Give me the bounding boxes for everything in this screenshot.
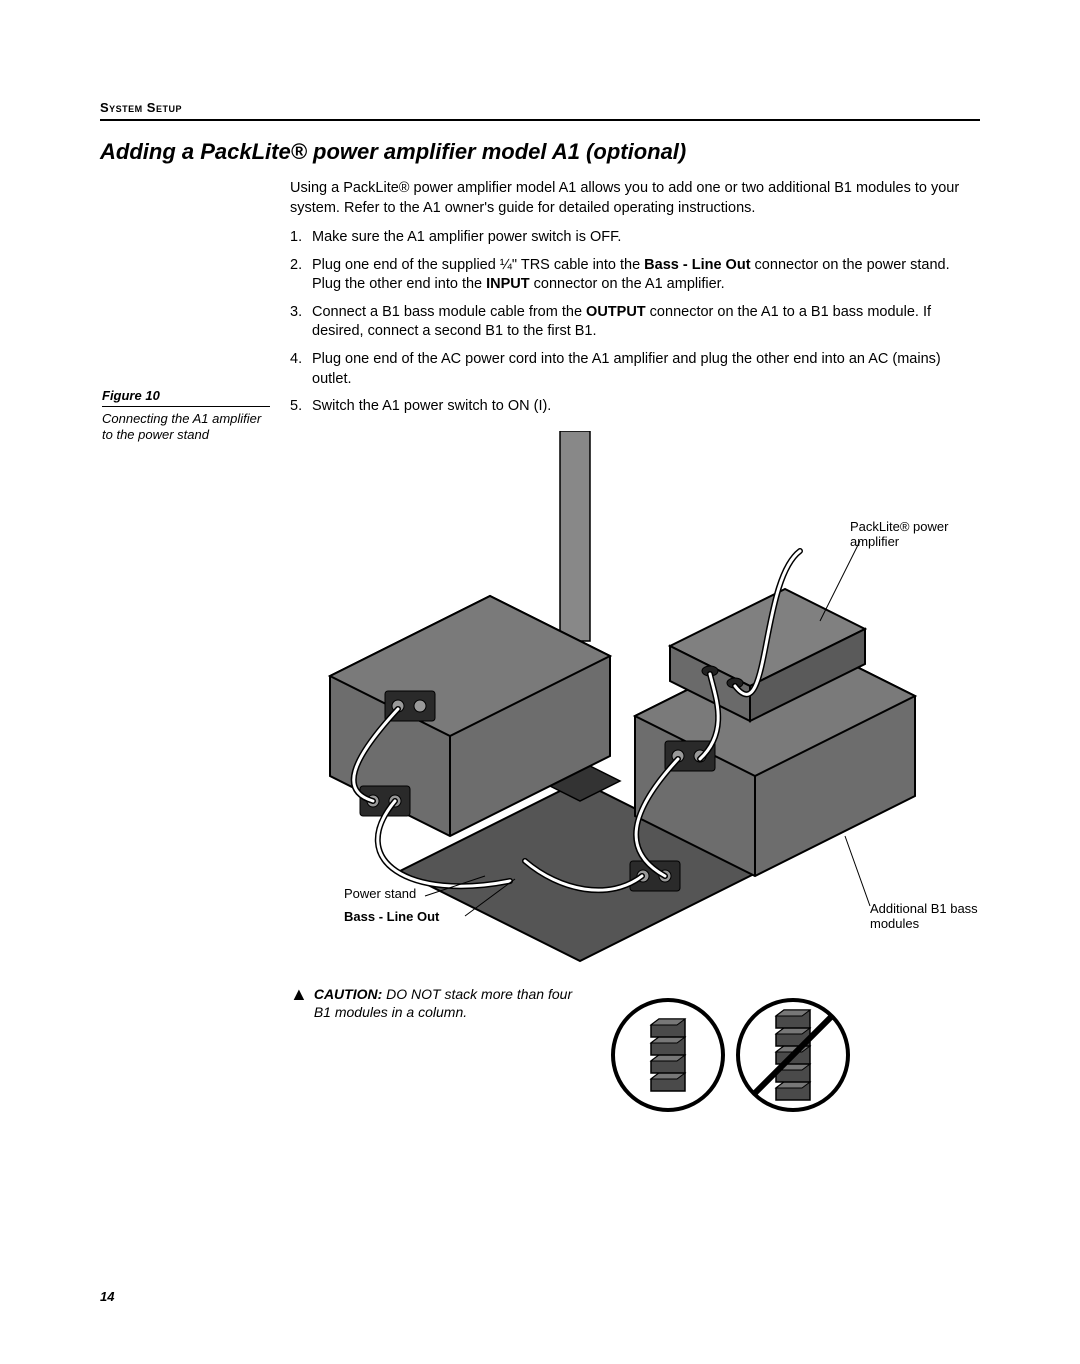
warning-icon: ▲ <box>290 985 308 1021</box>
step-number: 3. <box>290 303 312 342</box>
step-text: Make sure the A1 amplifier power switch … <box>312 228 980 248</box>
page-title: Adding a PackLite® power amplifier model… <box>100 139 980 165</box>
step-number: 5. <box>290 397 312 417</box>
step-text: Connect a B1 bass module cable from the … <box>312 303 980 342</box>
page-number: 14 <box>100 1289 114 1304</box>
step-item: 5.Switch the A1 power switch to ON (I). <box>290 397 980 417</box>
section-header: System Setup <box>100 100 980 115</box>
step-text: Plug one end of the supplied ¼" TRS cabl… <box>312 256 980 295</box>
figure-caption: Figure 10 Connecting the A1 amplifier to… <box>102 388 270 444</box>
step-number: 1. <box>290 228 312 248</box>
step-list: 1.Make sure the A1 amplifier power switc… <box>290 228 980 417</box>
step-item: 2.Plug one end of the supplied ¼" TRS ca… <box>290 256 980 295</box>
figure-label: Figure 10 <box>102 388 270 403</box>
callout-powerstand: Power stand <box>344 886 416 902</box>
step-number: 4. <box>290 350 312 389</box>
step-item: 1.Make sure the A1 amplifier power switc… <box>290 228 980 248</box>
caution-label: CAUTION: <box>314 986 382 1002</box>
callout-bassline: Bass - Line Out <box>344 909 439 925</box>
callout-additional: Additional B1 bass modules <box>870 901 980 932</box>
step-item: 4.Plug one end of the AC power cord into… <box>290 350 980 389</box>
step-text: Switch the A1 power switch to ON (I). <box>312 397 980 417</box>
step-item: 3.Connect a B1 bass module cable from th… <box>290 303 980 342</box>
callout-packlite: PackLite® power amplifier <box>850 519 970 550</box>
figure-description: Connecting the A1 amplifier to the power… <box>102 411 261 442</box>
figure-diagram: PackLite® power amplifier Power stand Ba… <box>290 431 980 971</box>
step-text: Plug one end of the AC power cord into t… <box>312 350 980 389</box>
caution-diagram <box>608 985 868 1130</box>
intro-paragraph: Using a PackLite® power amplifier model … <box>290 179 980 218</box>
caution-block: ▲ CAUTION: DO NOT stack more than four B… <box>290 985 980 1130</box>
header-rule <box>100 119 980 121</box>
step-number: 2. <box>290 256 312 295</box>
caution-text: ▲ CAUTION: DO NOT stack more than four B… <box>290 985 590 1021</box>
